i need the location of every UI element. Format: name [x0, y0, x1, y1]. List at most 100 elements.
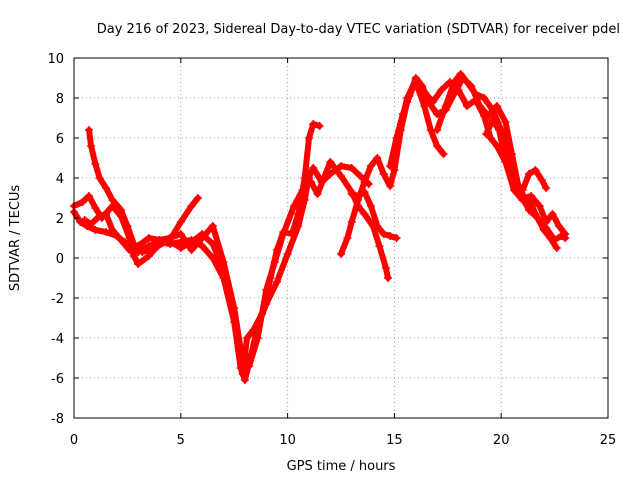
data-point [243, 334, 252, 342]
data-point [492, 102, 501, 110]
data-point [287, 230, 296, 238]
data-point [253, 334, 262, 342]
data-point [230, 304, 239, 312]
data-point [129, 252, 138, 260]
data-point [354, 192, 363, 200]
data-point [138, 248, 147, 256]
data-point [84, 126, 93, 134]
data-point [403, 94, 412, 102]
data-point [533, 214, 542, 222]
data-point [488, 116, 497, 124]
y-tick-label: 6 [56, 132, 64, 147]
data-point [531, 166, 540, 174]
data-point [283, 250, 292, 258]
x-tick-label: 25 [600, 433, 617, 448]
data-point [366, 162, 375, 170]
data-point [238, 358, 247, 366]
data-point [91, 160, 100, 168]
data-point [87, 142, 96, 150]
data-point [95, 174, 104, 182]
data-point [347, 218, 356, 226]
data-point [535, 202, 544, 210]
data-point [501, 156, 510, 164]
data-point [298, 186, 307, 194]
data-point [102, 184, 111, 192]
data-point [219, 258, 228, 266]
data-point [439, 150, 448, 158]
data-point [155, 236, 164, 244]
data-point [307, 178, 316, 186]
data-point [471, 90, 480, 98]
data-point [95, 212, 104, 220]
data-point [495, 126, 504, 134]
data-point [548, 210, 557, 218]
data-point [524, 206, 533, 214]
data-point [315, 122, 324, 130]
data-point [279, 230, 288, 238]
data-point [176, 230, 185, 238]
y-tick-label: 8 [56, 92, 64, 107]
data-point [373, 154, 382, 162]
data-point [290, 202, 299, 210]
data-point [463, 78, 472, 86]
data-point [309, 164, 318, 172]
data-point [78, 198, 87, 206]
data-point [450, 78, 459, 86]
data-point [87, 220, 96, 228]
grid [74, 58, 608, 418]
data-point [456, 70, 465, 78]
data-point [390, 166, 399, 174]
data-point [337, 250, 345, 258]
data-point [379, 170, 388, 178]
data-point [386, 162, 395, 170]
data-point [309, 120, 318, 128]
series-track-11 [482, 116, 570, 244]
data-point [542, 224, 551, 232]
data-point [116, 236, 125, 244]
data-point [176, 218, 185, 226]
y-tick-label: 2 [56, 212, 64, 227]
data-point [441, 102, 450, 110]
data-point [394, 130, 403, 138]
data-point [516, 190, 525, 198]
series-trail [81, 175, 312, 369]
data-point [151, 244, 160, 252]
data-point [208, 222, 217, 230]
data-point [319, 174, 328, 182]
y-axis-label: SDTVAR / TECUs [8, 185, 23, 292]
data-point [433, 126, 442, 134]
data-point [482, 130, 491, 138]
data-point [381, 264, 390, 272]
x-tick-label: 20 [493, 433, 510, 448]
data-point [193, 194, 202, 202]
data-point [198, 234, 207, 242]
data-point [537, 176, 546, 184]
y-tick-label: -6 [51, 372, 64, 387]
x-tick-label: 15 [386, 433, 403, 448]
data-point [134, 242, 143, 250]
y-tick-label: 4 [56, 172, 64, 187]
data-point [337, 162, 345, 170]
y-tick-label: -2 [51, 292, 64, 307]
data-point [125, 246, 134, 254]
data-point [383, 274, 392, 282]
x-tick-label: 5 [177, 433, 185, 448]
data-point [198, 242, 207, 250]
data-series [70, 70, 570, 384]
x-axis-label: GPS time / hours [287, 459, 396, 474]
data-point [366, 202, 375, 210]
data-point [386, 232, 395, 240]
data-point [326, 158, 335, 166]
data-point [343, 234, 352, 242]
axis-ticks [73, 57, 609, 419]
x-tick-label: 10 [279, 433, 296, 448]
data-point [411, 76, 420, 84]
data-point [557, 232, 566, 240]
data-point [360, 178, 369, 186]
data-point [116, 206, 125, 214]
series-track-7 [347, 188, 401, 242]
data-point [488, 106, 497, 114]
data-point [480, 94, 489, 102]
data-point [337, 172, 345, 180]
